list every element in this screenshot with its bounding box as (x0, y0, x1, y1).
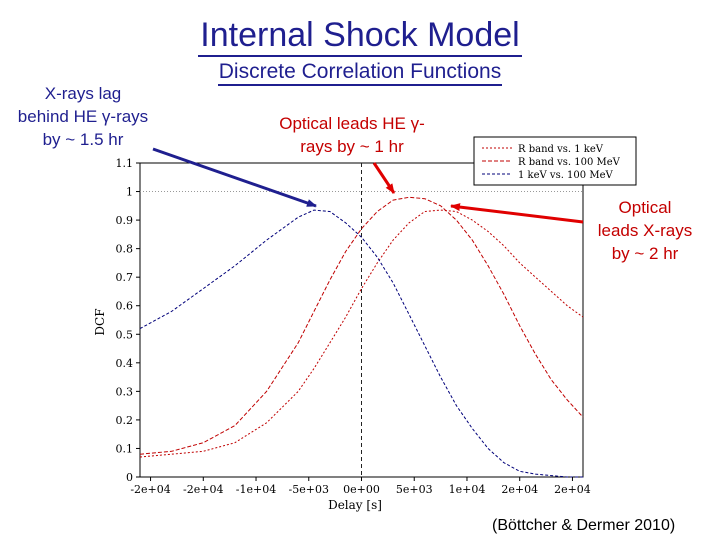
x-tick-label: 5e+03 (396, 483, 433, 496)
series-line-2 (139, 196, 584, 455)
y-tick-label: 0 (126, 471, 133, 484)
y-tick-label: 0.3 (116, 385, 134, 398)
x-axis-label: Delay [s] (328, 498, 382, 512)
arrow-optical-xray (450, 203, 584, 224)
annotation-optical-he: Optical leads HE γ- rays by ~ 1 hr (279, 114, 425, 156)
x-tick-label: 0e+00 (343, 483, 380, 496)
x-tick-label: 2e+04 (554, 483, 591, 496)
arrow-xray-lag (152, 147, 317, 208)
x-tick-label: -2e+04 (130, 483, 170, 496)
legend: R band vs. 1 keV R band vs. 100 MeV 1 keV … (473, 136, 637, 186)
y-axis: 0 0.1 0.2 0.3 0.4 0.5 0.6 0.7 0.8 0.9 1 1.1 (116, 157, 140, 484)
series-line-1 (139, 209, 584, 458)
x-tick-label: -5e+03 (289, 483, 329, 496)
y-tick-label: 1.1 (116, 157, 134, 170)
y-tick-label: 0.8 (116, 243, 134, 256)
x-axis: -2e+04 -2e+04 -1e+04 -5e+03 0e+00 5e+03 1e+04 2… (130, 477, 591, 496)
y-tick-label: 0.9 (116, 214, 134, 227)
y-tick-label: 0.2 (116, 414, 134, 427)
y-tick-label: 0.6 (116, 300, 134, 313)
legend-label: R band vs. 100 MeV (518, 157, 621, 168)
y-axis-label: DCF (93, 308, 107, 335)
arrow-optical-he (372, 162, 396, 194)
x-tick-label: -2e+04 (183, 483, 223, 496)
x-tick-label: 1e+04 (449, 483, 486, 496)
annotation-optical-xray: Optical leads X-rays by ~ 2 hr (597, 198, 693, 263)
y-tick-label: 0.5 (116, 328, 134, 341)
slide-title: Internal Shock Model (0, 16, 720, 57)
x-tick-label: -1e+04 (236, 483, 276, 496)
y-tick-label: 0.4 (116, 357, 134, 370)
legend-label: R band vs. 1 keV (518, 144, 604, 155)
x-tick-label: 2e+04 (501, 483, 538, 496)
annotation-xray-lag: X-rays lag behind HE γ-rays by ~ 1.5 hr (17, 84, 149, 149)
reference-lines (140, 163, 583, 477)
slide-subtitle: Discrete Correlation Functions (0, 60, 720, 86)
y-tick-label: 1 (126, 186, 133, 199)
legend-label: 1 keV vs. 100 MeV (518, 170, 613, 181)
series-line-3 (139, 209, 583, 478)
y-tick-label: 0.1 (116, 442, 134, 455)
citation: (Böttcher & Dermer 2010) (492, 517, 676, 534)
y-tick-label: 0.7 (116, 271, 134, 284)
series-group (139, 196, 584, 478)
